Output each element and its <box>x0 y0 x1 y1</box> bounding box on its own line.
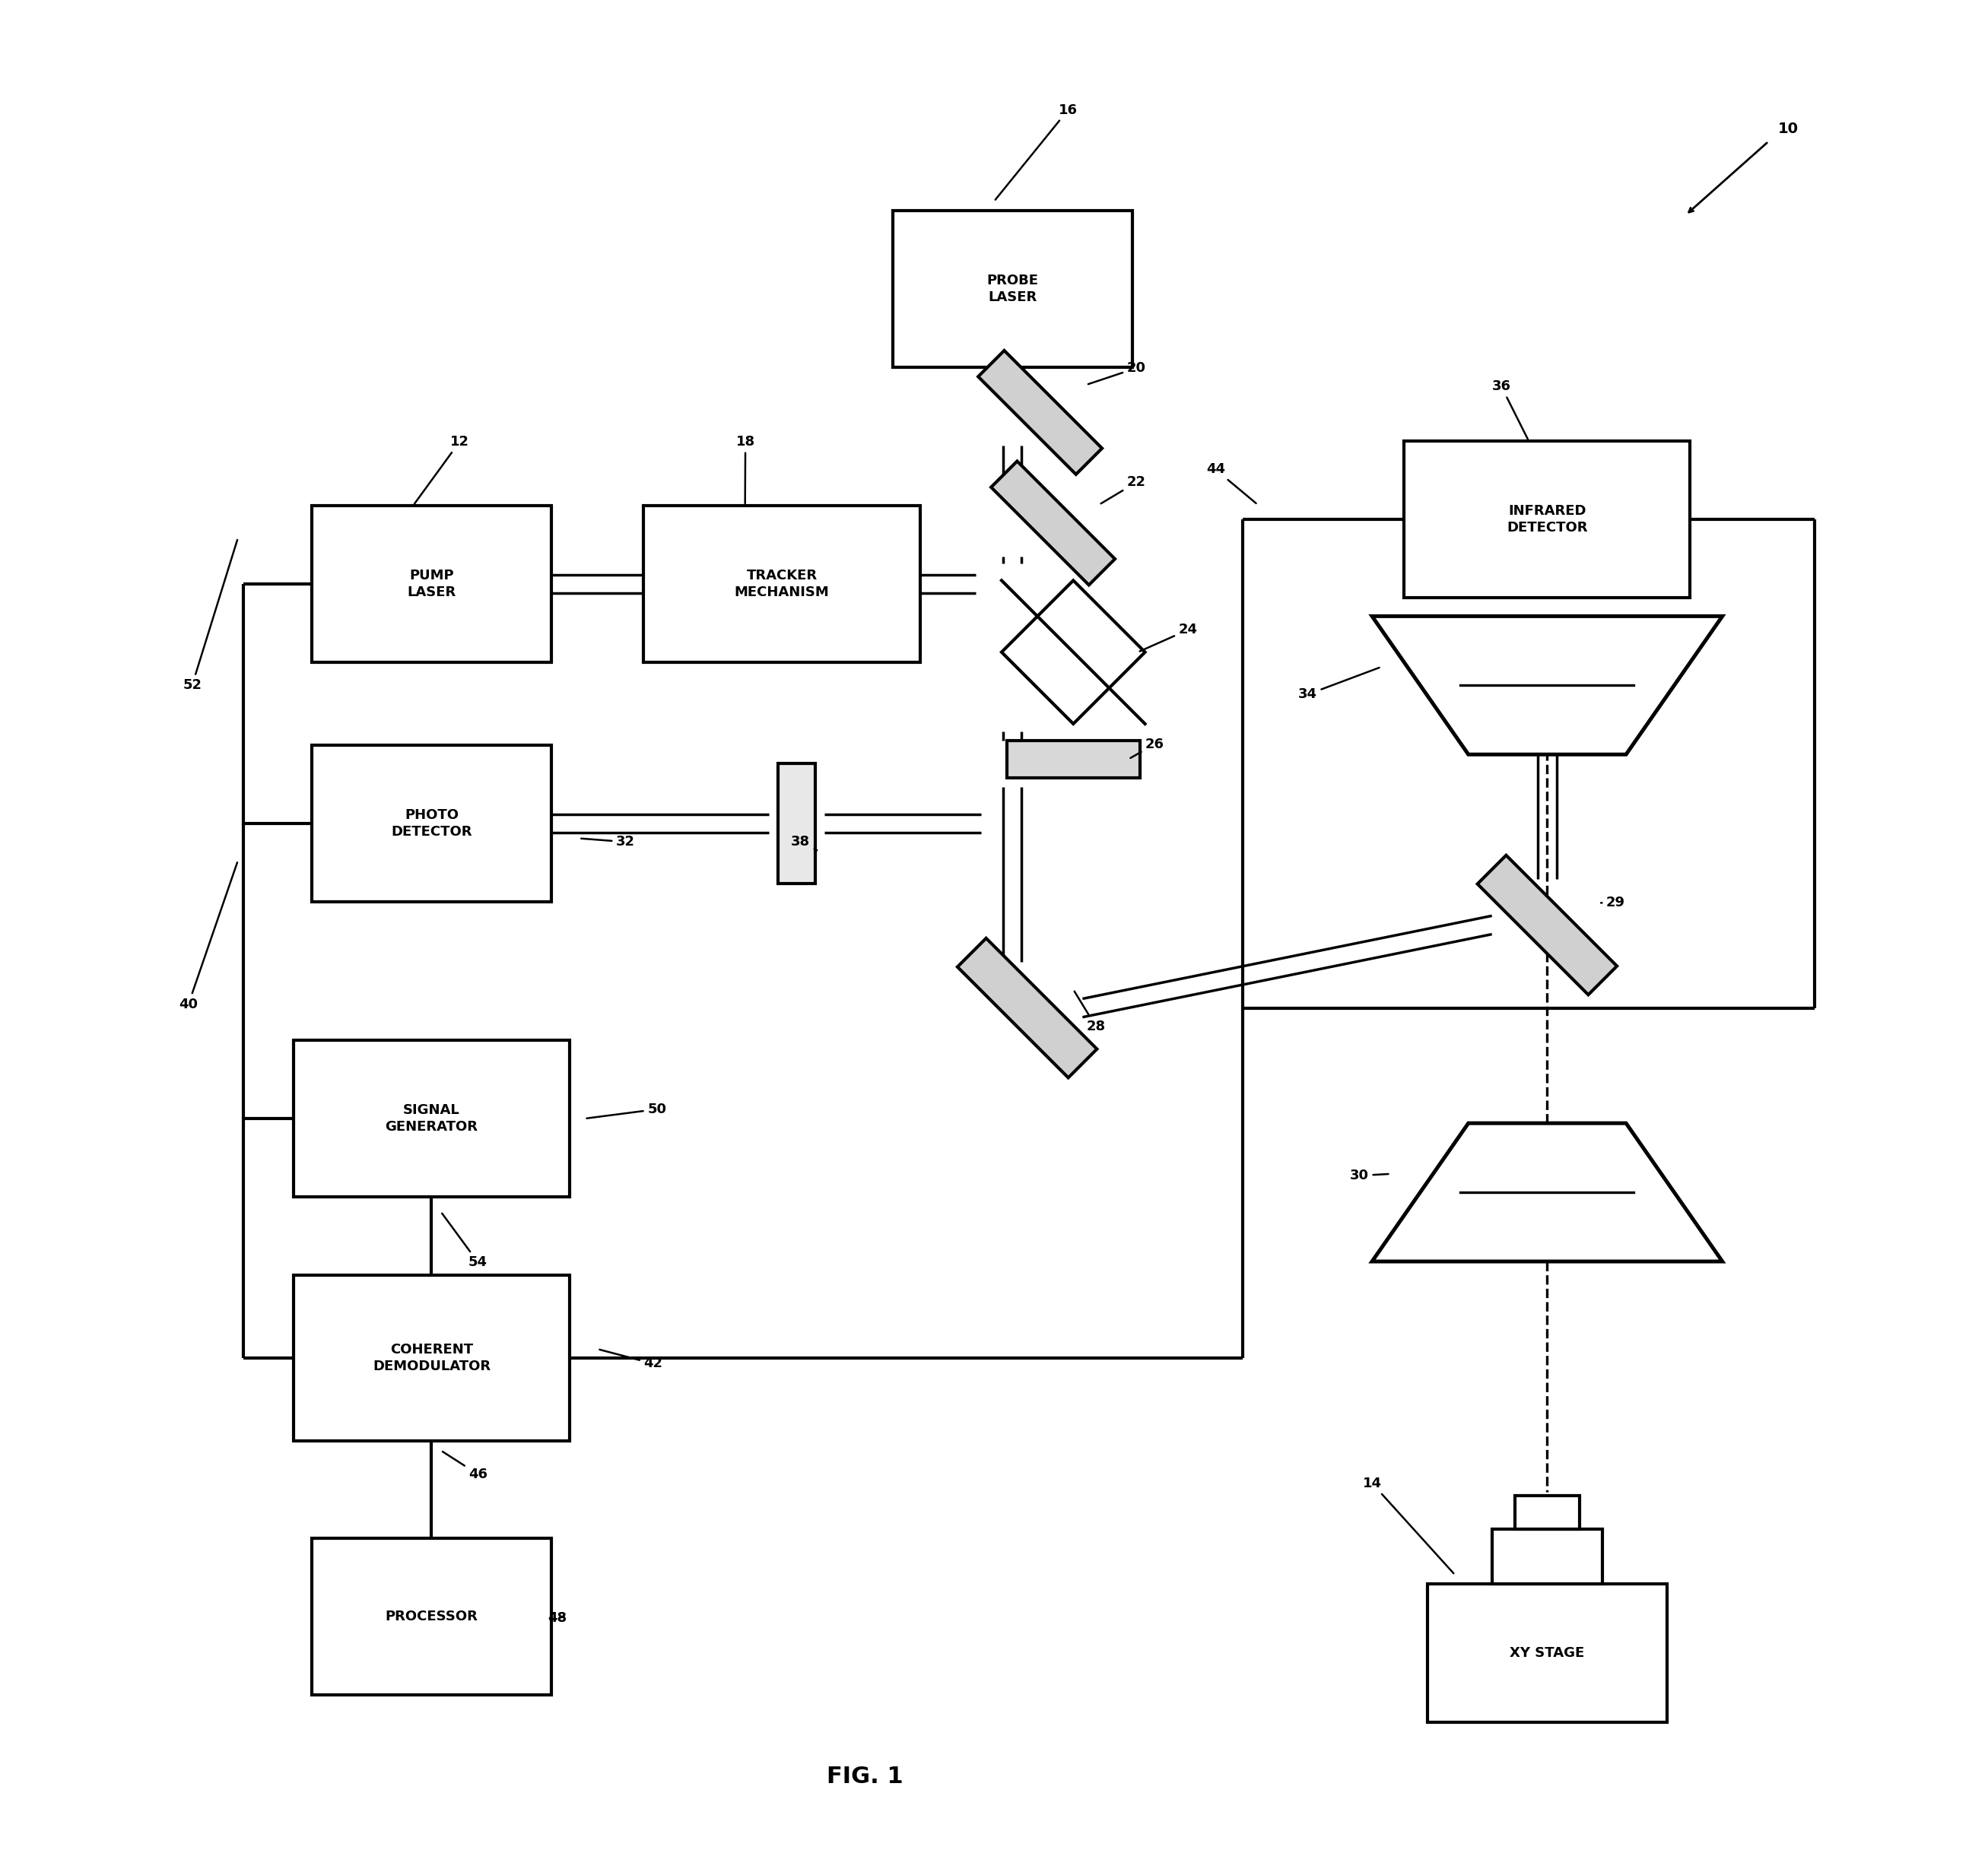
Text: 40: 40 <box>179 862 237 1010</box>
Text: COHERENT
DEMODULATOR: COHERENT DEMODULATOR <box>372 1343 491 1373</box>
Text: 48: 48 <box>549 1611 567 1624</box>
Text: 10: 10 <box>1777 122 1799 135</box>
Text: 52: 52 <box>183 540 237 692</box>
Text: 38: 38 <box>791 834 817 851</box>
Text: 42: 42 <box>600 1350 662 1371</box>
Text: 28: 28 <box>1074 992 1105 1032</box>
Polygon shape <box>1372 616 1722 755</box>
Bar <box>1427 1584 1668 1722</box>
Bar <box>777 764 815 884</box>
Text: 36: 36 <box>1491 379 1529 438</box>
Text: 50: 50 <box>586 1103 666 1117</box>
Text: SIGNAL
GENERATOR: SIGNAL GENERATOR <box>386 1103 477 1134</box>
Text: 30: 30 <box>1350 1169 1388 1182</box>
Text: 54: 54 <box>441 1214 487 1269</box>
Text: 18: 18 <box>736 435 755 503</box>
Bar <box>294 1040 571 1197</box>
Polygon shape <box>958 938 1097 1079</box>
Text: 44: 44 <box>1207 462 1256 503</box>
Text: 46: 46 <box>443 1452 487 1482</box>
Polygon shape <box>1002 581 1145 723</box>
Text: 26: 26 <box>1131 738 1165 758</box>
Text: PROCESSOR: PROCESSOR <box>386 1610 477 1622</box>
Text: 29: 29 <box>1600 895 1626 910</box>
Polygon shape <box>1372 1123 1722 1262</box>
Bar <box>1404 440 1690 598</box>
Polygon shape <box>1477 855 1616 995</box>
Bar <box>1006 740 1139 777</box>
Text: 12: 12 <box>414 435 469 503</box>
Text: FIG. 1: FIG. 1 <box>827 1765 903 1787</box>
Text: 24: 24 <box>1139 623 1197 651</box>
Bar <box>893 211 1133 368</box>
Text: PUMP
LASER: PUMP LASER <box>408 568 455 599</box>
Text: 34: 34 <box>1298 668 1380 701</box>
Polygon shape <box>978 350 1101 474</box>
Bar <box>1515 1495 1580 1528</box>
Bar <box>644 505 920 662</box>
Bar <box>1491 1528 1602 1584</box>
Text: 32: 32 <box>580 834 634 849</box>
Text: 14: 14 <box>1364 1476 1453 1573</box>
Text: TRACKER
MECHANISM: TRACKER MECHANISM <box>734 568 829 599</box>
Text: INFRARED
DETECTOR: INFRARED DETECTOR <box>1507 503 1588 535</box>
Polygon shape <box>992 461 1115 585</box>
Bar <box>294 1275 571 1441</box>
Bar <box>312 746 551 903</box>
Text: PROBE
LASER: PROBE LASER <box>986 274 1038 303</box>
Bar <box>312 1537 551 1695</box>
Text: 16: 16 <box>996 104 1077 200</box>
Text: 22: 22 <box>1101 475 1145 503</box>
Bar <box>312 505 551 662</box>
Text: XY STAGE: XY STAGE <box>1509 1646 1584 1659</box>
Text: 20: 20 <box>1087 361 1145 385</box>
Text: PHOTO
DETECTOR: PHOTO DETECTOR <box>392 808 471 838</box>
